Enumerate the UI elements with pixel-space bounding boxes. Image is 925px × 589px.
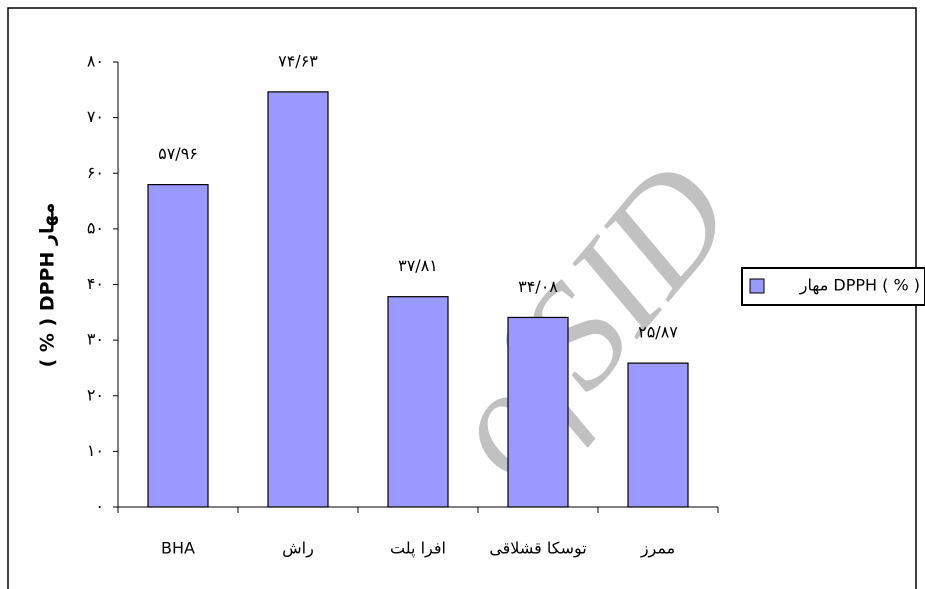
value-label: ۳۷/۸۱ xyxy=(398,256,438,275)
value-label: ۷۴/۶۳ xyxy=(278,51,318,70)
value-label: ۳۴/۰۸ xyxy=(518,277,558,296)
legend-label: مهار DPPH ( % ) xyxy=(799,276,920,296)
bar xyxy=(627,362,689,508)
value-label: ۲۵/۸۷ xyxy=(638,323,678,342)
y-tick-label: ۶۰ xyxy=(87,163,104,182)
bar xyxy=(147,183,209,508)
y-tick-label: ۰ xyxy=(95,497,104,516)
x-tick-label: افرا پلت xyxy=(390,539,446,559)
bar xyxy=(507,316,569,508)
y-tick-label: ۱۰ xyxy=(87,441,104,460)
y-axis-label: ( % ) DPPH مهار xyxy=(37,203,59,368)
y-tick-label: ۵۰ xyxy=(87,218,104,237)
x-tick-label: ممرز xyxy=(640,539,675,559)
y-tick-label: ۷۰ xyxy=(87,107,104,126)
y-tick-label: ۴۰ xyxy=(87,274,104,293)
y-tick-label: ۳۰ xyxy=(87,330,104,349)
chart-frame xyxy=(7,7,917,589)
bar xyxy=(387,296,449,508)
bar xyxy=(267,91,329,508)
legend xyxy=(741,267,925,306)
x-tick-label: BHA xyxy=(161,539,195,558)
x-tick-label: توسکا قشلاقی xyxy=(489,539,586,559)
y-tick-label: ۲۰ xyxy=(87,385,104,404)
y-tick-label: ۸۰ xyxy=(87,52,104,71)
x-tick-label: راش xyxy=(282,539,314,559)
legend-swatch xyxy=(749,278,765,294)
watermark: ofSID xyxy=(412,133,764,508)
value-label: ۵۷/۹۶ xyxy=(158,144,198,163)
